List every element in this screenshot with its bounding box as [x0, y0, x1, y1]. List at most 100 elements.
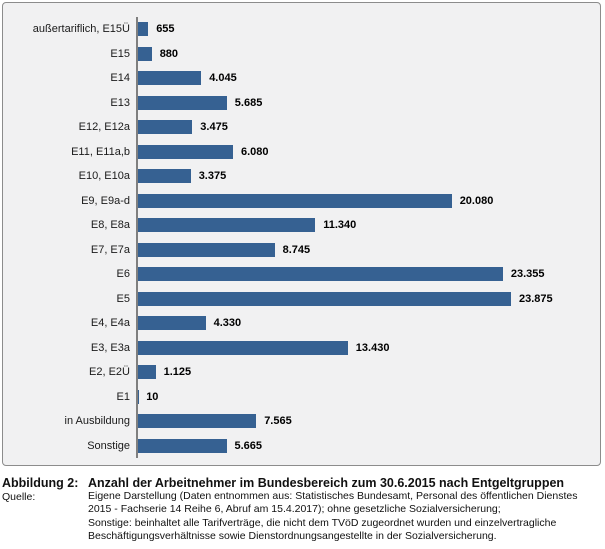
- value-label: 5.665: [234, 439, 263, 452]
- bar-track: 23.875: [138, 291, 596, 306]
- bar: [138, 193, 452, 208]
- bar: [138, 340, 348, 355]
- value-label: 11.340: [323, 219, 357, 232]
- source-row: Quelle: Eigene Darstellung (Daten entnom…: [2, 490, 603, 544]
- caption-label: Abbildung 2:: [2, 476, 79, 490]
- bar-row: E1 10: [3, 385, 596, 410]
- bar-track: 1.125: [138, 365, 596, 380]
- bar: [138, 242, 275, 257]
- bar: [138, 218, 316, 233]
- bar: [138, 267, 503, 282]
- bar-track: 11.340: [138, 218, 596, 233]
- value-label: 23.875: [519, 292, 553, 305]
- category-label: E5: [116, 292, 130, 305]
- caption-row: Abbildung 2: Anzahl der Arbeitnehmer im …: [2, 476, 603, 490]
- bar: [138, 22, 149, 37]
- value-label: 10: [146, 390, 159, 403]
- category-label: Sonstige: [87, 439, 130, 452]
- bar-chart: außertariflich, E15Ü 655 E15 880 E14 4.045 E13…: [2, 2, 601, 466]
- bar-row: Sonstige 5.665: [3, 434, 596, 459]
- bar-track: 3.475: [138, 120, 596, 135]
- bar-track: 13.430: [138, 340, 596, 355]
- bar: [138, 291, 511, 306]
- category-label: E14: [110, 72, 130, 85]
- category-label: E4, E4a: [90, 317, 130, 330]
- bar-track: 655: [138, 22, 596, 37]
- bar-row: E12, E12a 3.475: [3, 115, 596, 140]
- bar-track: 880: [138, 46, 596, 61]
- bar-track: 4.045: [138, 71, 596, 86]
- value-label: 880: [159, 47, 179, 60]
- category-label: E13: [110, 96, 130, 109]
- bar: [138, 46, 152, 61]
- bar-track: 5.665: [138, 438, 596, 453]
- category-label: E9, E9a-d: [81, 194, 130, 207]
- category-label: E1: [116, 390, 130, 403]
- category-label: E10, E10a: [78, 170, 130, 183]
- value-label: 23.355: [510, 268, 545, 281]
- bar: [138, 71, 202, 86]
- bar-track: 5.685: [138, 95, 596, 110]
- value-label: 1.125: [163, 366, 192, 379]
- bar-row: E4, E4a 4.330: [3, 311, 596, 336]
- category-label: E3, E3a: [90, 341, 130, 354]
- bar-row: E5 23.875: [3, 287, 596, 312]
- bar: [138, 414, 257, 429]
- bar: [138, 316, 206, 331]
- bar-rows: außertariflich, E15Ü 655 E15 880 E14 4.045 E13…: [3, 17, 596, 458]
- bar-track: 20.080: [138, 193, 596, 208]
- value-label: 13.430: [355, 341, 390, 354]
- bar-track: 6.080: [138, 144, 596, 159]
- bar-track: 23.355: [138, 267, 596, 282]
- bar: [138, 365, 156, 380]
- bar-row: E7, E7a 8.745: [3, 238, 596, 263]
- category-label: E2, E2Ü: [89, 366, 130, 379]
- y-axis-line: [136, 17, 138, 458]
- value-label: 3.375: [198, 170, 227, 183]
- category-label: E12, E12a: [78, 121, 130, 134]
- bar-row: E9, E9a-d 20.080: [3, 189, 596, 214]
- category-label: E7, E7a: [90, 243, 130, 256]
- bar-row: E8, E8a 11.340: [3, 213, 596, 238]
- bar-row: E14 4.045: [3, 66, 596, 91]
- source-label: Quelle:: [2, 491, 36, 503]
- bar-track: 7.565: [138, 414, 596, 429]
- bar-row: E2, E2Ü 1.125: [3, 360, 596, 385]
- bar-row: in Ausbildung 7.565: [3, 409, 596, 434]
- bar: [138, 169, 191, 184]
- category-label: E11, E11a,b: [71, 145, 130, 158]
- category-label: E15: [110, 47, 130, 60]
- value-label: 6.080: [241, 145, 269, 158]
- bar: [138, 144, 233, 159]
- bar-row: E13 5.685: [3, 91, 596, 116]
- value-label: 4.045: [209, 72, 237, 85]
- bar-row: E15 880: [3, 42, 596, 67]
- category-label: in Ausbildung: [64, 415, 130, 428]
- category-label: E8, E8a: [90, 219, 130, 232]
- bar-track: 10: [138, 389, 596, 404]
- bar-track: 4.330: [138, 316, 596, 331]
- value-label: 7.565: [264, 415, 292, 428]
- value-label: 4.330: [213, 317, 242, 330]
- value-label: 3.475: [200, 121, 228, 134]
- bar-track: 8.745: [138, 242, 596, 257]
- bar-row: E11, E11a,b 6.080: [3, 140, 596, 165]
- bar-row: E6 23.355: [3, 262, 596, 287]
- bar: [138, 95, 227, 110]
- value-label: 5.685: [234, 96, 263, 109]
- bar: [138, 438, 227, 453]
- category-label: E6: [116, 268, 130, 281]
- value-label: 8.745: [282, 243, 311, 256]
- bar-row: E3, E3a 13.430: [3, 336, 596, 361]
- bar-row: E10, E10a 3.375: [3, 164, 596, 189]
- category-label: außertariflich, E15Ü: [32, 23, 130, 36]
- value-label: 655: [156, 23, 175, 36]
- value-label: 20.080: [459, 194, 494, 207]
- caption-title: Anzahl der Arbeitnehmer im Bundesbereich…: [88, 476, 565, 490]
- bar: [138, 120, 193, 135]
- figure-caption: Abbildung 2: Anzahl der Arbeitnehmer im …: [2, 476, 603, 544]
- bar-track: 3.375: [138, 169, 596, 184]
- source-text: Eigene Darstellung (Daten entnommen aus:…: [88, 490, 578, 543]
- bar-row: außertariflich, E15Ü 655: [3, 17, 596, 42]
